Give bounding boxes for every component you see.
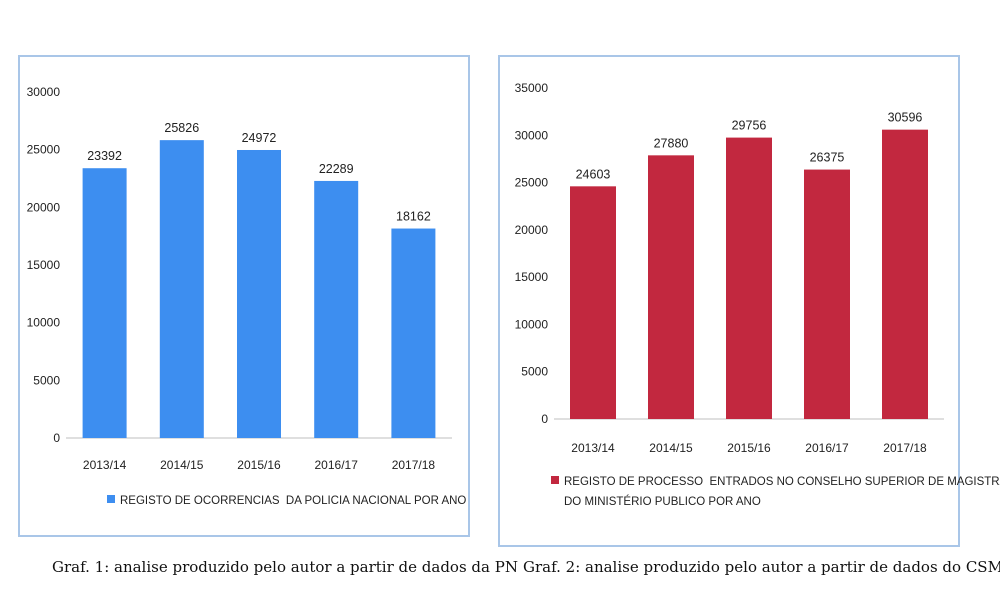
x-tick-label: 2014/15 bbox=[649, 441, 693, 455]
bar bbox=[804, 169, 850, 419]
x-tick-label: 2014/15 bbox=[160, 458, 204, 472]
x-tick-label: 2013/14 bbox=[571, 441, 615, 455]
y-tick-label: 15000 bbox=[27, 258, 61, 272]
chart-panel-2: 0 5000 10000 15000 20000 25000 30000 35000 24603… bbox=[498, 55, 1000, 547]
x-tick-label: 2015/16 bbox=[727, 441, 771, 455]
data-label: 23392 bbox=[87, 149, 122, 163]
data-label: 25826 bbox=[164, 121, 199, 135]
y-tick-label: 15000 bbox=[515, 270, 549, 284]
y-tick-label: 30000 bbox=[515, 128, 549, 142]
data-label: 18162 bbox=[396, 210, 431, 224]
legend-swatch bbox=[551, 476, 559, 484]
bar bbox=[570, 186, 616, 419]
y-tick-label: 25000 bbox=[515, 176, 549, 190]
y-tick-label: 10000 bbox=[515, 317, 549, 331]
data-label: 22289 bbox=[319, 162, 354, 176]
bar bbox=[391, 228, 436, 438]
bar-chart-1: 0 5000 10000 15000 20000 25000 30000 23392 2013/… bbox=[27, 85, 467, 507]
legend-label: REGISTO DE PROCESSO ENTRADOS NO CONSELHO… bbox=[564, 476, 1000, 488]
data-label: 30596 bbox=[888, 111, 923, 125]
x-tick-label: 2016/17 bbox=[315, 458, 359, 472]
legend-label: DO MINISTÉRIO PUBLICO POR ANO bbox=[564, 495, 761, 508]
x-tick-label: 2017/18 bbox=[392, 458, 436, 472]
bar bbox=[159, 140, 204, 438]
chart-panel-1: 0 5000 10000 15000 20000 25000 30000 23392 2013/… bbox=[18, 55, 470, 537]
data-label: 24972 bbox=[242, 131, 277, 145]
bar bbox=[882, 129, 928, 419]
y-tick-label: 25000 bbox=[27, 143, 61, 157]
y-tick-label: 30000 bbox=[27, 85, 61, 99]
caption-graf-2: Graf. 2: analise produzido pelo autor a … bbox=[523, 558, 1000, 576]
data-label: 26375 bbox=[810, 151, 845, 165]
bar-chart-2: 0 5000 10000 15000 20000 25000 30000 35000 24603… bbox=[515, 81, 1000, 508]
x-tick-label: 2013/14 bbox=[83, 458, 127, 472]
bar bbox=[314, 180, 359, 438]
y-tick-label: 10000 bbox=[27, 316, 61, 330]
y-tick-label: 0 bbox=[541, 412, 548, 426]
legend-label: REGISTO DE OCORRENCIAS DA POLICIA NACION… bbox=[120, 495, 466, 507]
data-label: 24603 bbox=[576, 167, 611, 181]
bar bbox=[648, 155, 694, 420]
y-tick-label: 5000 bbox=[33, 373, 60, 387]
x-tick-label: 2015/16 bbox=[237, 458, 281, 472]
y-tick-label: 35000 bbox=[515, 81, 549, 95]
y-tick-label: 0 bbox=[53, 431, 60, 445]
caption-graf-1: Graf. 1: analise produzido pelo autor a … bbox=[52, 558, 518, 576]
y-tick-label: 20000 bbox=[515, 223, 549, 237]
bar bbox=[82, 168, 127, 438]
x-tick-label: 2016/17 bbox=[805, 441, 849, 455]
y-tick-label: 20000 bbox=[27, 200, 61, 214]
legend-swatch bbox=[107, 495, 115, 503]
y-tick-label: 5000 bbox=[521, 365, 548, 379]
bar bbox=[237, 149, 281, 438]
bar bbox=[726, 137, 772, 419]
x-tick-label: 2017/18 bbox=[883, 441, 927, 455]
data-label: 29756 bbox=[732, 119, 767, 133]
data-label: 27880 bbox=[654, 136, 689, 150]
